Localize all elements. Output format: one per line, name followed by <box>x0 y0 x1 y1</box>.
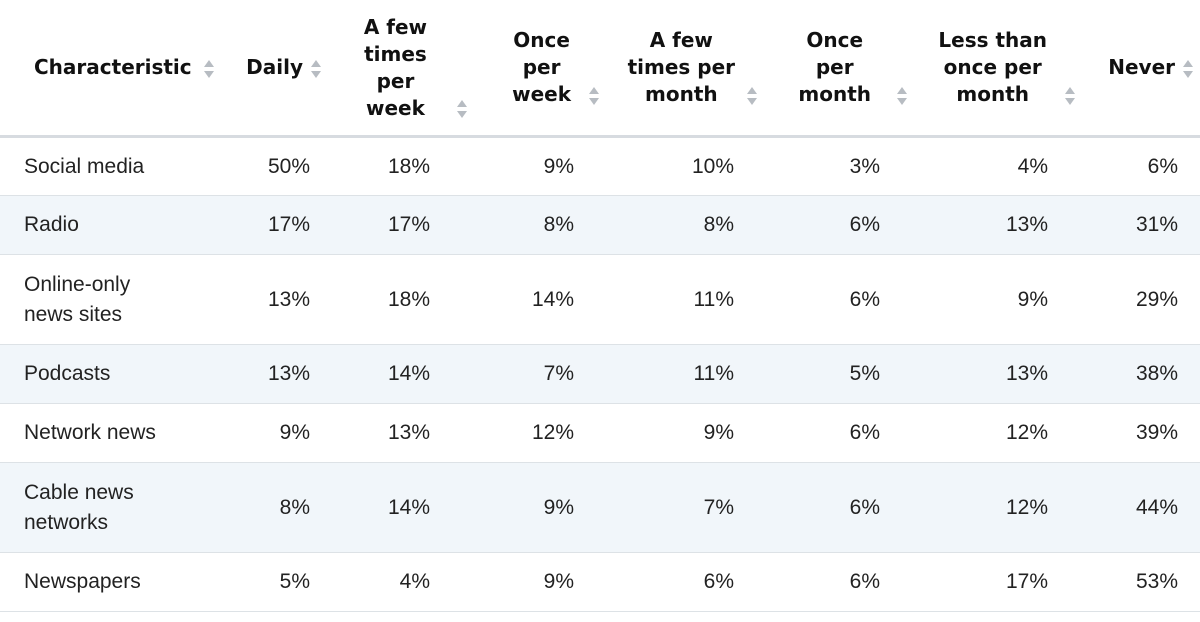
table-row: Podcasts 13% 14% 7% 11% 5% 13% 38% <box>0 344 1200 404</box>
row-label: Social media <box>0 136 228 196</box>
column-header-few-times-per-week[interactable]: A few times per week <box>328 0 476 138</box>
sort-icon[interactable] <box>588 85 600 107</box>
cell-value: 9% <box>608 403 770 463</box>
row-label: Online-only news sites <box>0 254 228 345</box>
sort-icon[interactable] <box>310 58 322 80</box>
column-header-once-per-week[interactable]: Once per week <box>476 0 608 138</box>
cell-value: 29% <box>1084 254 1200 345</box>
cell-value: 9% <box>476 552 608 612</box>
cell-value: 6% <box>770 195 916 255</box>
column-header-label: Characteristic <box>34 55 192 79</box>
row-label: Radio <box>0 195 228 255</box>
column-header-few-times-per-month[interactable]: A few times per month <box>608 0 770 138</box>
sort-icon[interactable] <box>1064 85 1076 107</box>
cell-value: 18% <box>328 136 476 196</box>
cell-value: 13% <box>328 403 476 463</box>
cell-value: 9% <box>476 462 608 553</box>
cell-value: 44% <box>1084 462 1200 553</box>
cell-value: 13% <box>916 344 1084 404</box>
column-header-once-per-month[interactable]: Once per month <box>770 0 916 138</box>
table-row: Social media 50% 18% 9% 10% 3% 4% 6% <box>0 136 1200 196</box>
cell-value: 6% <box>770 552 916 612</box>
column-header-daily[interactable]: Daily <box>228 0 328 138</box>
column-header-less-than-once-per-month[interactable]: Less than once per month <box>916 0 1084 138</box>
column-header-characteristic[interactable]: Characteristic <box>0 0 228 138</box>
cell-value: 17% <box>228 195 328 255</box>
cell-value: 8% <box>228 462 328 553</box>
cell-value: 6% <box>1084 136 1200 196</box>
cell-value: 17% <box>916 552 1084 612</box>
cell-value: 6% <box>770 462 916 553</box>
column-header-never[interactable]: Never <box>1084 0 1200 138</box>
row-label: Podcasts <box>0 344 228 404</box>
column-header-label: Less than once per month <box>938 28 1048 106</box>
column-header-label: Once per week <box>512 28 572 106</box>
cell-value: 5% <box>228 552 328 612</box>
sort-icon[interactable] <box>896 85 908 107</box>
row-label: Cable news networks <box>0 462 228 553</box>
cell-value: 8% <box>476 195 608 255</box>
cell-value: 13% <box>916 195 1084 255</box>
cell-value: 6% <box>608 552 770 612</box>
cell-value: 8% <box>608 195 770 255</box>
column-header-label: Daily <box>246 55 304 79</box>
cell-value: 12% <box>476 403 608 463</box>
cell-value: 38% <box>1084 344 1200 404</box>
column-header-label: A few times per week <box>363 14 428 120</box>
cell-value: 9% <box>228 403 328 463</box>
sort-icon[interactable] <box>456 98 468 120</box>
cell-value: 31% <box>1084 195 1200 255</box>
cell-value: 6% <box>770 403 916 463</box>
column-header-label: A few times per month <box>627 28 736 106</box>
cell-value: 50% <box>228 136 328 196</box>
cell-value: 4% <box>328 552 476 612</box>
cell-value: 7% <box>476 344 608 404</box>
sort-icon[interactable] <box>203 58 215 80</box>
sort-icon[interactable] <box>746 85 758 107</box>
cell-value: 12% <box>916 462 1084 553</box>
table-row: Newspapers 5% 4% 9% 6% 6% 17% 53% <box>0 552 1200 612</box>
table-row: Network news 9% 13% 12% 9% 6% 12% 39% <box>0 403 1200 463</box>
table-row: Radio 17% 17% 8% 8% 6% 13% 31% <box>0 195 1200 255</box>
cell-value: 9% <box>916 254 1084 345</box>
cell-value: 14% <box>328 462 476 553</box>
cell-value: 10% <box>608 136 770 196</box>
cell-value: 9% <box>476 136 608 196</box>
cell-value: 11% <box>608 344 770 404</box>
cell-value: 17% <box>328 195 476 255</box>
cell-value: 14% <box>476 254 608 345</box>
cell-value: 18% <box>328 254 476 345</box>
row-label: Newspapers <box>0 552 228 612</box>
sort-icon[interactable] <box>1182 58 1194 80</box>
cell-value: 3% <box>770 136 916 196</box>
cell-value: 13% <box>228 344 328 404</box>
cell-value: 13% <box>228 254 328 345</box>
column-header-label: Never <box>1108 55 1176 79</box>
cell-value: 14% <box>328 344 476 404</box>
cell-value: 53% <box>1084 552 1200 612</box>
cell-value: 11% <box>608 254 770 345</box>
row-label: Network news <box>0 403 228 463</box>
column-header-label: Once per month <box>798 28 872 106</box>
cell-value: 39% <box>1084 403 1200 463</box>
cell-value: 12% <box>916 403 1084 463</box>
header-row: Characteristic Daily A few times per wee… <box>0 0 1200 138</box>
cell-value: 6% <box>770 254 916 345</box>
cell-value: 5% <box>770 344 916 404</box>
table-row: Cable news networks 8% 14% 9% 7% 6% 12% … <box>0 462 1200 553</box>
cell-value: 4% <box>916 136 1084 196</box>
cell-value: 7% <box>608 462 770 553</box>
table-row: Online-only news sites 13% 18% 14% 11% 6… <box>0 254 1200 345</box>
